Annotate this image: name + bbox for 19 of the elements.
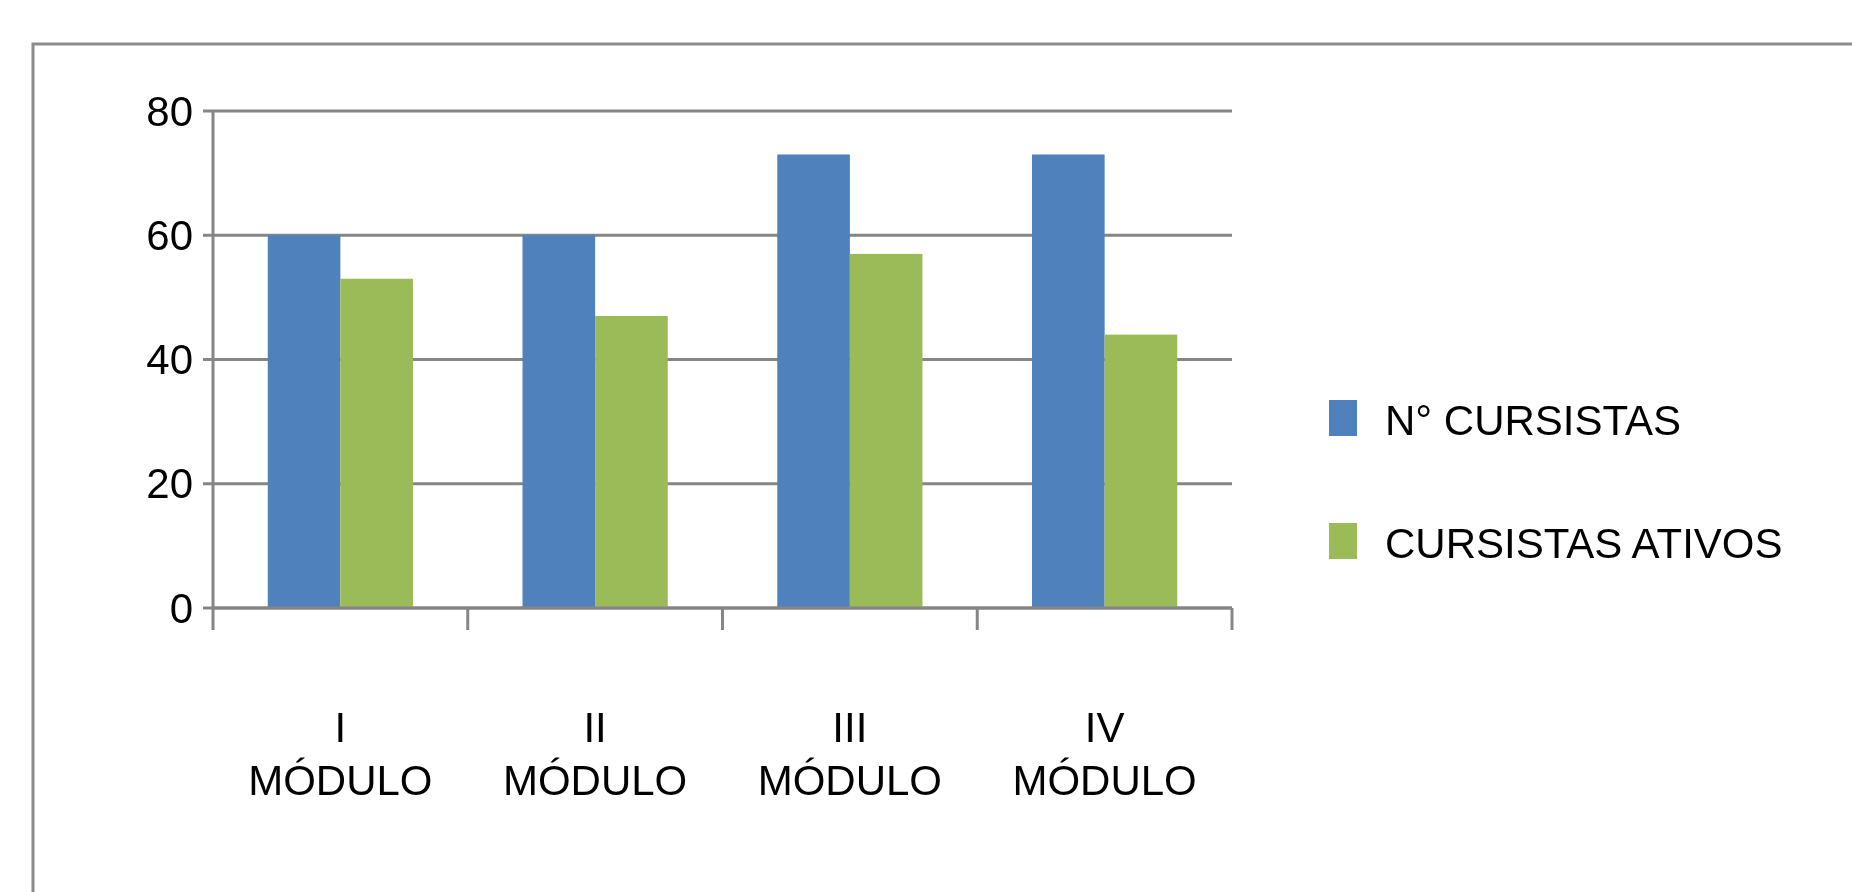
- bar: [849, 253, 923, 608]
- bar: [595, 316, 668, 608]
- bar: [522, 235, 596, 608]
- y-tick-label: 20: [146, 460, 193, 508]
- y-tick-label: 40: [146, 336, 193, 384]
- x-tick-label: II MÓDULO: [502, 704, 688, 804]
- x-tick-label: III MÓDULO: [757, 704, 943, 804]
- legend-label: CURSISTAS ATIVOS: [1385, 519, 1783, 567]
- bar: [267, 235, 341, 608]
- bar: [1032, 154, 1105, 608]
- y-tick-label: 0: [169, 584, 193, 632]
- x-tick-label: I MÓDULO: [248, 704, 433, 804]
- bar: [340, 278, 413, 608]
- legend-label: N° CURSISTAS: [1385, 396, 1682, 444]
- bar: [777, 154, 850, 608]
- y-tick-label: 60: [146, 211, 193, 259]
- y-tick-label: 80: [146, 87, 193, 135]
- x-tick-label: IV MÓDULO: [1012, 704, 1197, 804]
- bar: [1104, 334, 1178, 608]
